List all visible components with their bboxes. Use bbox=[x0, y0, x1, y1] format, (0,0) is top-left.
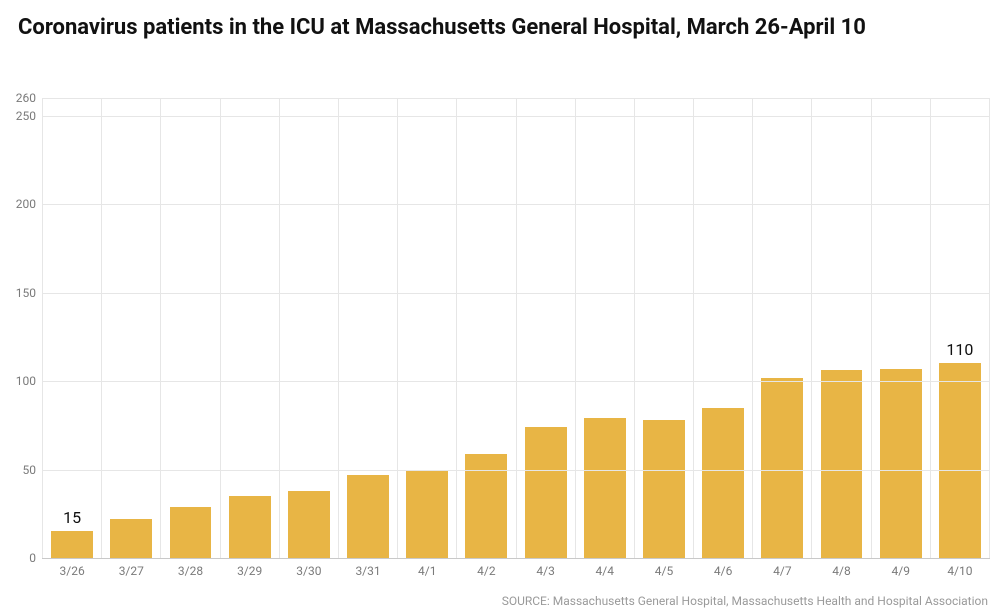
bar-value-label: 15 bbox=[63, 508, 81, 527]
x-tick-label: 3/30 bbox=[296, 564, 321, 578]
y-tick-label: 260 bbox=[16, 91, 42, 105]
x-tick-label: 3/27 bbox=[119, 564, 144, 578]
gridline bbox=[42, 558, 990, 559]
bar-value-label: 110 bbox=[946, 340, 973, 359]
bar-slot: 4/5 bbox=[635, 98, 694, 558]
bar bbox=[229, 496, 271, 558]
chart-container: Coronavirus patients in the ICU at Massa… bbox=[0, 0, 1000, 616]
bar-slot: 4/7 bbox=[753, 98, 812, 558]
bar bbox=[584, 418, 626, 558]
x-tick-label: 4/2 bbox=[477, 564, 495, 578]
bar-slot: 3/30 bbox=[280, 98, 339, 558]
chart-title: Coronavirus patients in the ICU at Massa… bbox=[18, 14, 982, 42]
bar bbox=[761, 378, 803, 558]
bar bbox=[821, 370, 863, 558]
bar: 15 bbox=[51, 531, 93, 558]
x-tick-label: 4/10 bbox=[947, 564, 972, 578]
x-tick-label: 3/26 bbox=[60, 564, 85, 578]
bar-slot: 4/3 bbox=[517, 98, 576, 558]
y-tick-label: 50 bbox=[23, 463, 43, 477]
x-tick-label: 3/28 bbox=[178, 564, 203, 578]
x-tick-label: 4/9 bbox=[891, 564, 909, 578]
x-tick-label: 4/3 bbox=[536, 564, 554, 578]
bar-slot: 3/27 bbox=[102, 98, 161, 558]
gridline bbox=[42, 204, 990, 205]
bars-group: 153/263/273/283/293/303/314/14/24/34/44/… bbox=[42, 98, 990, 558]
y-tick-label: 150 bbox=[16, 286, 42, 300]
gridline bbox=[42, 381, 990, 382]
bar bbox=[880, 369, 922, 558]
bar-slot: 4/9 bbox=[872, 98, 931, 558]
gridline bbox=[42, 116, 990, 117]
y-tick-label: 250 bbox=[16, 109, 42, 123]
x-tick-label: 3/29 bbox=[237, 564, 262, 578]
bar-slot: 153/26 bbox=[42, 98, 102, 558]
bar-slot: 4/1 bbox=[398, 98, 457, 558]
gridline bbox=[42, 293, 990, 294]
bar bbox=[347, 475, 389, 558]
bar-slot: 3/28 bbox=[161, 98, 220, 558]
bar bbox=[406, 471, 448, 558]
bar-slot: 1104/10 bbox=[931, 98, 990, 558]
bar-slot: 4/2 bbox=[457, 98, 516, 558]
bar bbox=[702, 408, 744, 558]
bar bbox=[110, 519, 152, 558]
source-attribution: SOURCE: Massachusetts General Hospital, … bbox=[502, 594, 988, 608]
x-tick-label: 3/31 bbox=[355, 564, 380, 578]
x-tick-label: 4/4 bbox=[596, 564, 614, 578]
y-tick-label: 100 bbox=[16, 374, 42, 388]
x-tick-label: 4/8 bbox=[832, 564, 850, 578]
plot-area: 153/263/273/283/293/303/314/14/24/34/44/… bbox=[42, 98, 990, 558]
x-tick-label: 4/1 bbox=[418, 564, 436, 578]
bar-slot: 4/6 bbox=[694, 98, 753, 558]
bar: 110 bbox=[939, 363, 981, 558]
bar bbox=[643, 420, 685, 558]
bar bbox=[288, 491, 330, 558]
gridline bbox=[42, 470, 990, 471]
x-tick-label: 4/6 bbox=[714, 564, 732, 578]
x-tick-label: 4/7 bbox=[773, 564, 791, 578]
bar-slot: 3/31 bbox=[339, 98, 398, 558]
y-tick-label: 0 bbox=[29, 551, 42, 565]
x-tick-label: 4/5 bbox=[655, 564, 673, 578]
bar bbox=[525, 427, 567, 558]
bar-slot: 4/8 bbox=[812, 98, 871, 558]
bar-slot: 4/4 bbox=[576, 98, 635, 558]
y-tick-label: 200 bbox=[16, 197, 42, 211]
gridline bbox=[42, 98, 990, 99]
bar-slot: 3/29 bbox=[221, 98, 280, 558]
bar bbox=[170, 507, 212, 558]
